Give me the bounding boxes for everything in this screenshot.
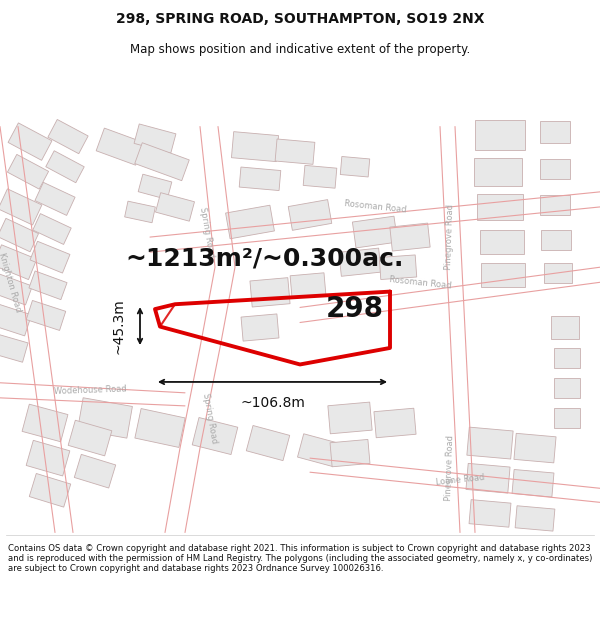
Bar (68, 420, 112, 456)
Bar (239, 167, 281, 191)
Text: 298, SPRING ROAD, SOUTHAMPTON, SO19 2NX: 298, SPRING ROAD, SOUTHAMPTON, SO19 2NX (116, 11, 484, 26)
Bar (241, 314, 279, 341)
Text: Map shows position and indicative extent of the property.: Map shows position and indicative extent… (130, 43, 470, 56)
Text: Loane Road: Loane Road (435, 473, 485, 488)
Bar (551, 316, 579, 339)
Bar (0, 245, 37, 279)
Bar (77, 398, 133, 438)
Bar (540, 121, 570, 142)
Bar (0, 189, 42, 225)
Bar (540, 159, 570, 179)
Bar (339, 248, 381, 276)
Bar (480, 230, 524, 254)
Text: Pinegrove Road: Pinegrove Road (445, 204, 455, 270)
Bar (477, 194, 523, 220)
Bar (33, 214, 71, 244)
Bar (46, 151, 84, 182)
Bar (474, 158, 522, 186)
Bar (515, 506, 555, 531)
Bar (554, 408, 580, 428)
Bar (30, 241, 70, 273)
Bar (298, 434, 338, 466)
Bar (374, 408, 416, 437)
Bar (512, 469, 554, 497)
Text: ~106.8m: ~106.8m (240, 396, 305, 410)
Bar (0, 333, 28, 362)
Bar (275, 139, 315, 164)
Bar (544, 263, 572, 283)
Bar (250, 278, 290, 307)
Bar (8, 123, 52, 161)
Bar (22, 404, 68, 442)
Bar (352, 216, 398, 248)
Text: ~45.3m: ~45.3m (112, 298, 126, 354)
Bar (328, 402, 372, 434)
Text: ~1213m²/~0.300ac.: ~1213m²/~0.300ac. (125, 247, 403, 271)
Bar (303, 166, 337, 188)
Text: Wodehouse Road: Wodehouse Road (53, 384, 127, 396)
Bar (0, 303, 31, 336)
Text: Knighton Road: Knighton Road (0, 251, 23, 313)
Bar (134, 124, 176, 153)
Bar (135, 142, 189, 181)
Text: Rosoman Road: Rosoman Road (343, 199, 407, 214)
Bar (0, 274, 32, 305)
Bar (379, 255, 417, 279)
Bar (155, 192, 194, 221)
Text: Pinegrove Road: Pinegrove Road (445, 435, 455, 501)
Bar (48, 119, 88, 154)
Bar (0, 218, 38, 252)
Bar (540, 195, 570, 215)
Bar (290, 272, 326, 298)
Bar (26, 441, 70, 476)
Bar (390, 223, 430, 251)
Text: Spring Road: Spring Road (198, 206, 216, 258)
Text: Rosoman Road: Rosoman Road (388, 274, 452, 290)
Text: 298: 298 (326, 295, 384, 323)
Bar (74, 454, 116, 488)
Bar (514, 433, 556, 463)
Bar (29, 474, 71, 507)
Bar (226, 205, 274, 239)
Bar (138, 174, 172, 199)
Bar (554, 378, 580, 398)
Bar (35, 182, 75, 216)
Bar (475, 119, 525, 149)
Bar (29, 271, 67, 299)
Bar (192, 418, 238, 454)
Bar (7, 154, 49, 189)
Bar (246, 426, 290, 461)
Bar (467, 427, 513, 459)
Bar (469, 499, 511, 527)
Bar (554, 348, 580, 368)
Bar (96, 128, 144, 165)
Text: Contains OS data © Crown copyright and database right 2021. This information is : Contains OS data © Crown copyright and d… (8, 544, 592, 573)
Bar (541, 230, 571, 250)
Bar (125, 201, 155, 222)
Bar (330, 439, 370, 467)
Bar (232, 132, 278, 162)
Bar (466, 463, 510, 493)
Bar (26, 301, 66, 331)
Bar (340, 156, 370, 177)
Bar (135, 409, 185, 447)
Bar (481, 263, 525, 288)
Text: Spring Road: Spring Road (201, 392, 219, 444)
Bar (288, 199, 332, 231)
